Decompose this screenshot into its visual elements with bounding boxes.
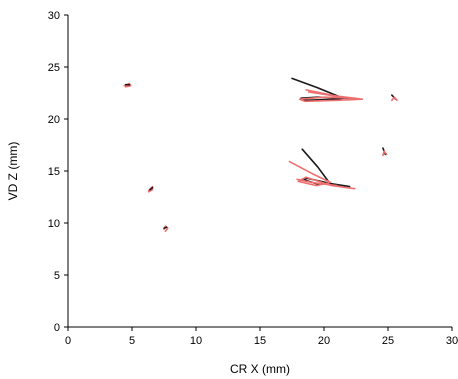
series-curve-3 — [149, 186, 154, 191]
y-tick-label: 15 — [48, 166, 60, 178]
y-tick-label: 30 — [48, 10, 60, 22]
y-axis-title: VD Z (mm) — [6, 142, 20, 201]
x-tick-label: 15 — [254, 335, 266, 347]
y-tick-label: 25 — [48, 62, 60, 74]
x-axis-title: CR X (mm) — [230, 362, 290, 376]
series-curve-14 — [288, 160, 356, 190]
x-tick-label: 10 — [190, 335, 202, 347]
x-tick-label: 0 — [65, 335, 71, 347]
x-tick-label: 30 — [446, 335, 458, 347]
axes — [67, 15, 452, 328]
series-curve-8 — [307, 91, 351, 99]
series-curve-10 — [391, 96, 398, 102]
series-curve-12 — [382, 150, 388, 157]
ticks: 0 5 10 15 20 25 30 0 5 10 15 20 25 30 — [48, 10, 458, 347]
series-curve-15 — [296, 178, 338, 187]
y-tick-label: 10 — [48, 218, 60, 230]
x-tick-label: 5 — [129, 335, 135, 347]
x-tick-label: 20 — [318, 335, 330, 347]
plot-area — [123, 77, 398, 233]
x-tick-label: 25 — [382, 335, 394, 347]
y-tick-label: 0 — [54, 322, 60, 334]
y-tick-label: 5 — [54, 270, 60, 282]
y-tick-label: 20 — [48, 114, 60, 126]
series-curve-5 — [163, 226, 168, 229]
